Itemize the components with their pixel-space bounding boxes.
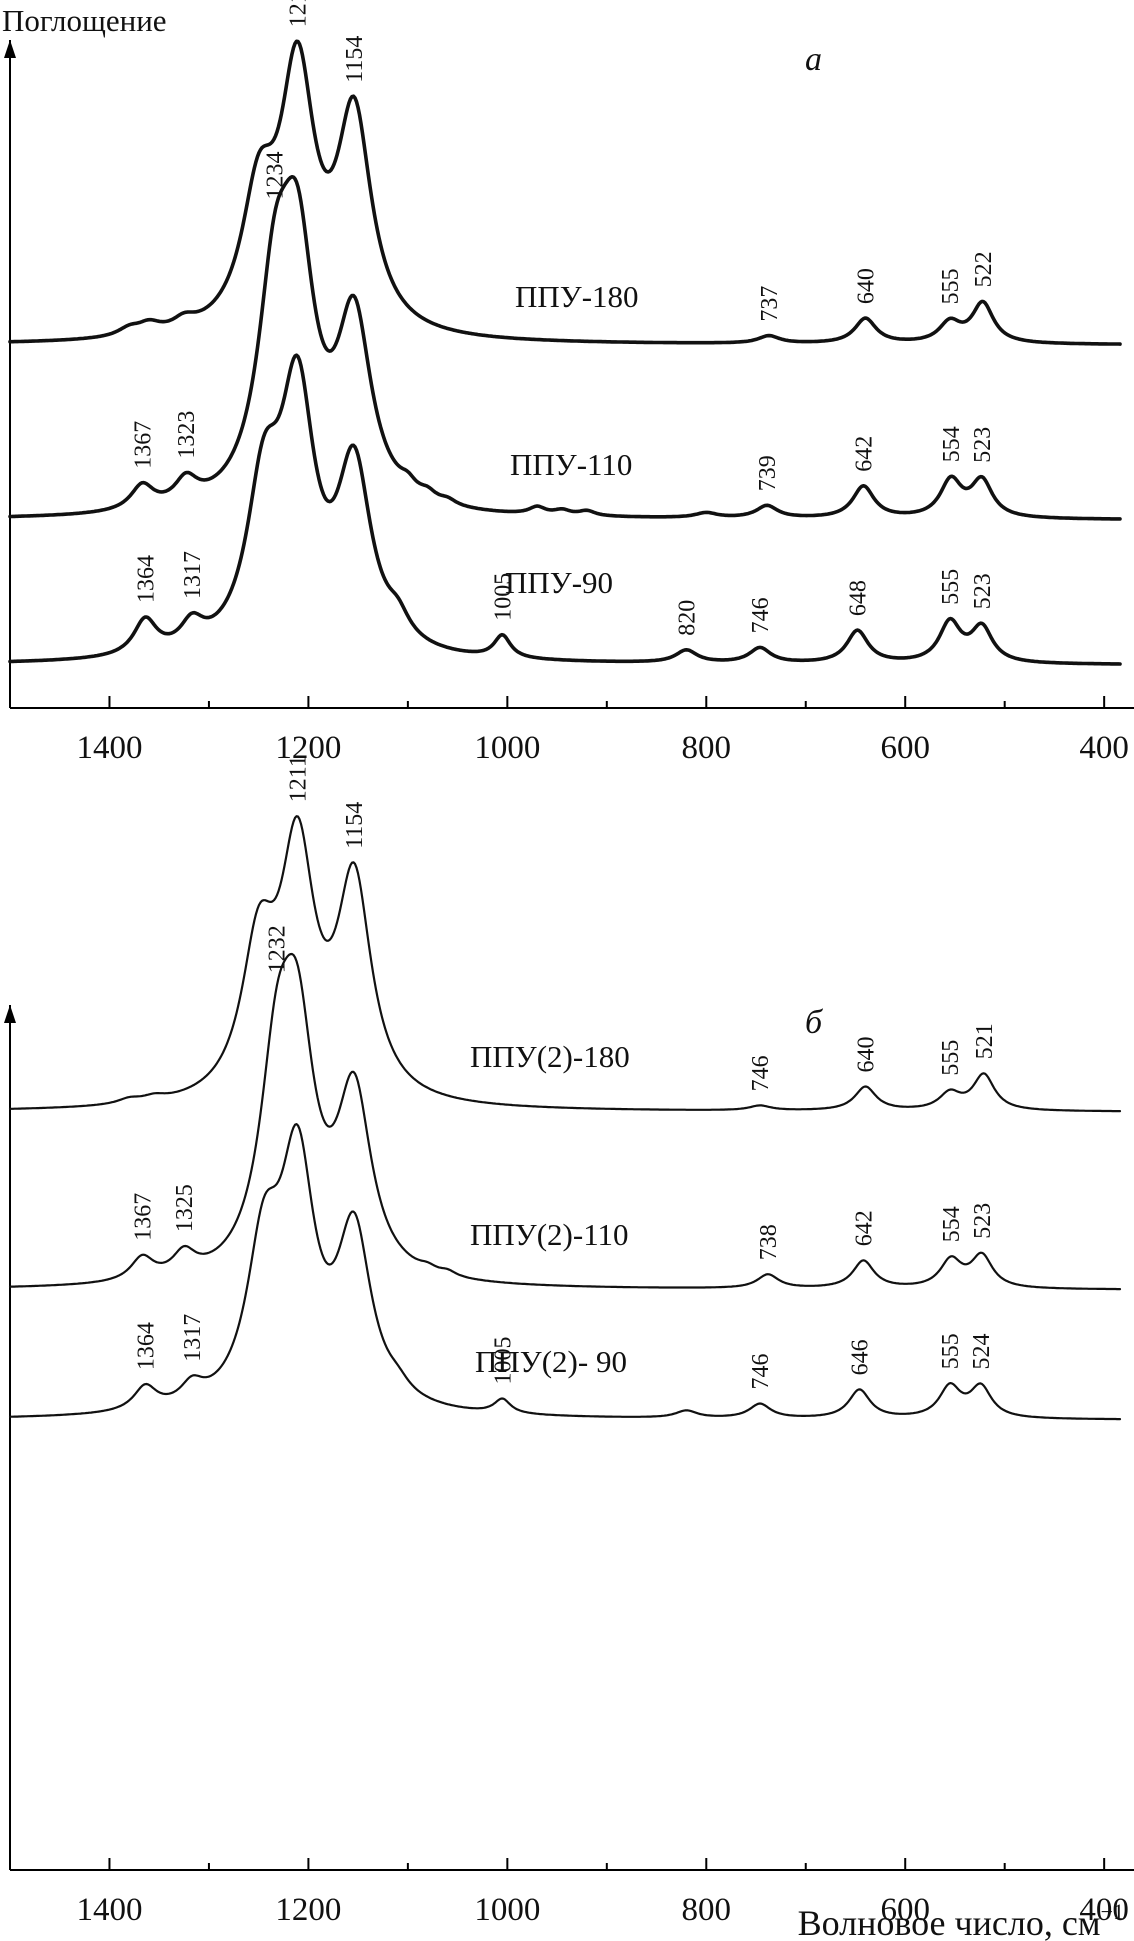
x-tick-label: 400 bbox=[1079, 730, 1129, 766]
peak-label: 521 bbox=[972, 1023, 998, 1059]
x-tick-label: 400 bbox=[1079, 1892, 1129, 1928]
peak-label: 554 bbox=[939, 426, 965, 462]
peak-label: 1005 bbox=[490, 1337, 516, 1385]
peak-label: 555 bbox=[938, 1333, 964, 1369]
x-tick-label: 1200 bbox=[275, 1892, 341, 1928]
peak-label: 1364 bbox=[133, 555, 159, 603]
x-tick-label: 1400 bbox=[76, 1892, 142, 1928]
peak-label: 1317 bbox=[180, 1314, 206, 1362]
peak-label: 640 bbox=[853, 268, 879, 304]
peak-label: 1364 bbox=[133, 1322, 159, 1370]
x-axis-label-text: Волновое число, см bbox=[798, 1903, 1101, 1941]
peak-label: 739 bbox=[755, 455, 781, 491]
series-name: ППУ(2)- 90 bbox=[475, 1344, 627, 1379]
peak-label: 522 bbox=[971, 251, 997, 287]
x-axis-label-superscript: −1 bbox=[1101, 1899, 1124, 1924]
spectrum-line bbox=[8, 952, 1122, 1291]
x-tick-label: 1000 bbox=[474, 1892, 540, 1928]
series-name: ППУ-90 bbox=[505, 565, 613, 600]
series-name: ППУ(2)-110 bbox=[470, 1217, 629, 1252]
spectrum-line bbox=[8, 175, 1122, 521]
x-tick-label: 600 bbox=[880, 730, 930, 766]
panel-b-label: б bbox=[805, 1004, 824, 1041]
x-tick-label: 600 bbox=[880, 1892, 930, 1928]
peak-label: 555 bbox=[938, 569, 964, 605]
spectrum-line bbox=[8, 815, 1122, 1113]
peak-label: 524 bbox=[969, 1334, 995, 1370]
peak-label: 523 bbox=[970, 1203, 996, 1239]
peak-label: 554 bbox=[939, 1206, 965, 1242]
y-axis-arrow bbox=[4, 40, 16, 58]
spectrum-line bbox=[8, 353, 1122, 666]
panel-a-axes: 1400 1200 1000 800 600 400 bbox=[4, 40, 1134, 766]
peak-label: 1234 bbox=[263, 152, 289, 200]
peak-label: 1367 bbox=[130, 1193, 156, 1241]
peak-label: 555 bbox=[938, 1040, 964, 1076]
x-axis-label: Волновое число, см−1 bbox=[798, 1899, 1124, 1941]
peak-label: 746 bbox=[748, 1055, 774, 1091]
x-tick-label: 800 bbox=[682, 730, 732, 766]
panel-b-spectra bbox=[8, 815, 1122, 1421]
y-axis-label: Поглощение bbox=[2, 3, 167, 38]
panel-b-peak-labels: 1211 1154 746 640 555 521 1232 1367 1325 738 642 55… bbox=[130, 755, 998, 1390]
peak-label: 820 bbox=[674, 600, 700, 636]
peak-label: 737 bbox=[757, 286, 783, 322]
panel-b-series-names: ППУ(2)-180 ППУ(2)-110 ППУ(2)- 90 bbox=[470, 1039, 630, 1379]
peak-label: 1325 bbox=[172, 1184, 198, 1232]
x-tick-label: 1000 bbox=[474, 730, 540, 766]
panel-a-peak-labels: 1211 1154 737 640 555 522 1234 1367 1323 739 642 55… bbox=[130, 0, 997, 636]
peak-label: 1154 bbox=[342, 802, 368, 849]
series-name: ППУ(2)-180 bbox=[470, 1039, 630, 1074]
peak-label: 1232 bbox=[265, 925, 291, 973]
x-tick-label: 1200 bbox=[275, 730, 341, 766]
series-name: ППУ-110 bbox=[510, 447, 632, 482]
panel-a-label: а bbox=[805, 41, 822, 78]
x-tick-label: 1400 bbox=[76, 730, 142, 766]
peak-label: 642 bbox=[851, 436, 877, 472]
peak-label: 1211 bbox=[286, 0, 312, 27]
x-tick-label: 800 bbox=[682, 1892, 732, 1928]
peak-label: 646 bbox=[848, 1339, 874, 1375]
y-axis-arrow bbox=[4, 1005, 16, 1023]
spectrum-line bbox=[8, 39, 1122, 346]
panel-a-spectra bbox=[8, 39, 1122, 666]
panel-a: Поглощение а 1400 1200 1000 800 600 400 12111… bbox=[2, 0, 1134, 766]
peak-label: 523 bbox=[970, 573, 996, 609]
peak-label: 746 bbox=[748, 1354, 774, 1390]
series-name: ППУ-180 bbox=[515, 279, 639, 314]
panel-b-axes: 1400 1200 1000 800 600 400 bbox=[4, 1005, 1134, 1928]
peak-label: 1323 bbox=[174, 411, 200, 459]
peak-label: 1317 bbox=[180, 551, 206, 599]
peak-label: 648 bbox=[846, 580, 872, 616]
peak-label: 746 bbox=[748, 597, 774, 633]
peak-label: 1005 bbox=[490, 573, 516, 621]
peak-label: 738 bbox=[756, 1224, 782, 1260]
peak-label: 640 bbox=[853, 1037, 879, 1073]
panel-a-series-names: ППУ-180 ППУ-110 ППУ-90 bbox=[505, 279, 639, 600]
peak-label: 523 bbox=[970, 427, 996, 463]
peak-label: 1154 bbox=[342, 36, 368, 83]
spectrum-line bbox=[8, 1123, 1122, 1421]
peak-label: 642 bbox=[851, 1210, 877, 1246]
peak-label: 1211 bbox=[286, 755, 312, 802]
peak-label: 1367 bbox=[130, 421, 156, 469]
panel-b: б 1400 1200 1000 800 600 400 1211 1154 746 640 55… bbox=[4, 755, 1134, 1941]
peak-label: 555 bbox=[938, 268, 964, 304]
